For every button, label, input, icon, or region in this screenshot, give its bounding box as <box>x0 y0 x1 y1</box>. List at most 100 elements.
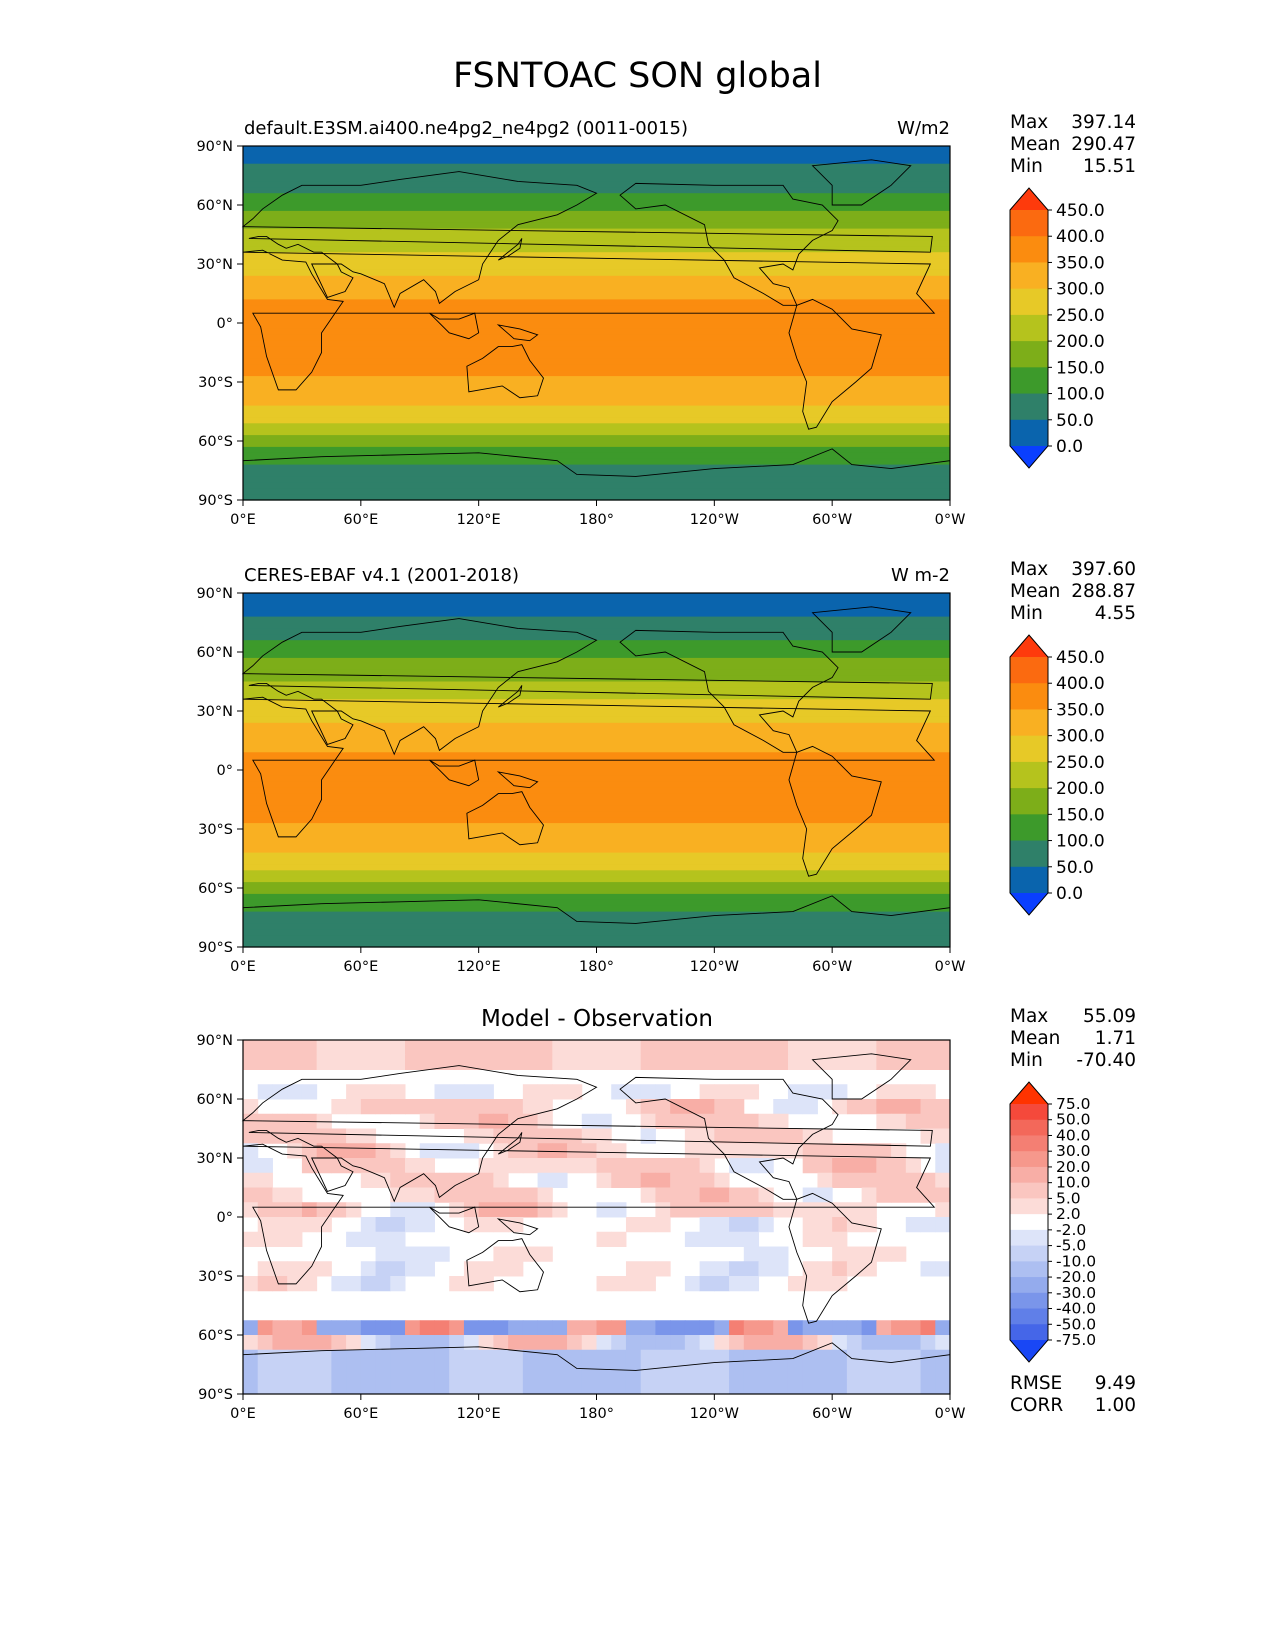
diff-cell <box>390 1099 406 1115</box>
zonal-band <box>243 252 950 259</box>
diff-cell <box>316 1040 332 1056</box>
diff-cell <box>817 1054 833 1070</box>
diff-cell <box>360 1040 377 1056</box>
diff-cell <box>743 1128 760 1144</box>
diff-cell <box>508 1364 524 1380</box>
diff-cell <box>832 1099 848 1115</box>
colorbar-tick-label: -40.0 <box>1056 1300 1096 1318</box>
diff-cell <box>758 1217 774 1233</box>
diff-cell <box>935 1128 951 1144</box>
diff-cell <box>876 1084 892 1100</box>
diff-cell <box>773 1349 789 1365</box>
diff-cell <box>832 1379 848 1395</box>
y-tick-label: 0° <box>217 316 233 332</box>
colorbar-tick-label: 0.0 <box>1056 437 1083 457</box>
zonal-band <box>243 640 950 647</box>
diff-cell <box>743 1187 760 1203</box>
diff-cell <box>625 1335 642 1351</box>
diff-cell <box>567 1158 583 1174</box>
x-tick-label: 0°W <box>935 959 966 975</box>
diff-cell <box>596 1054 612 1070</box>
diff-cell <box>935 1113 951 1129</box>
diff-cell <box>832 1217 848 1233</box>
diff-cell <box>714 1217 730 1233</box>
diff-cell <box>434 1379 450 1395</box>
diff-cell <box>449 1113 465 1129</box>
diff-cell <box>257 1202 273 1218</box>
zonal-band <box>243 657 950 665</box>
stat-value: 9.49 <box>1094 1373 1136 1394</box>
diff-cell <box>699 1379 715 1395</box>
diff-cell <box>714 1113 730 1129</box>
panel1-title: default.E3SM.ai400.ne4pg2_ne4pg2 (0011-0… <box>244 118 689 139</box>
diff-cell <box>375 1158 391 1174</box>
diff-cell <box>522 1054 539 1070</box>
diff-cell <box>891 1246 907 1262</box>
zonal-band <box>243 793 950 801</box>
colorbar-tick-label: 150.0 <box>1056 805 1105 825</box>
panel3-map <box>241 1040 951 1395</box>
diff-cell <box>743 1202 760 1218</box>
diff-cell <box>714 1099 730 1115</box>
diff-cell <box>522 1040 539 1056</box>
colorbar-segment <box>1010 1119 1048 1136</box>
diff-cell <box>758 1246 774 1262</box>
diff-cell <box>508 1113 524 1129</box>
diff-cell <box>405 1246 421 1262</box>
diff-cell <box>434 1084 450 1100</box>
zonal-band <box>243 246 950 253</box>
diff-cell <box>596 1202 612 1218</box>
diff-cell <box>684 1231 701 1247</box>
diff-cell <box>655 1379 671 1395</box>
diff-cell <box>670 1054 686 1070</box>
colorbar-tick-label: 30.0 <box>1056 1142 1091 1160</box>
diff-cell <box>287 1261 303 1277</box>
diff-cell <box>891 1158 907 1174</box>
diff-cell <box>846 1040 863 1056</box>
diff-cell <box>434 1040 450 1056</box>
stat-value: 4.55 <box>1094 603 1136 624</box>
diff-cell <box>802 1202 818 1218</box>
diff-cell <box>463 1084 480 1100</box>
colorbar-tick-label: 400.0 <box>1056 674 1105 694</box>
x-tick-label: 60°E <box>343 1406 378 1422</box>
zonal-band <box>243 387 950 395</box>
diff-cell <box>787 1128 804 1144</box>
colorbar-tick-label: 400.0 <box>1056 227 1105 247</box>
diff-cell <box>625 1320 642 1336</box>
coastline <box>619 629 839 753</box>
colorbar-tick-label: -50.0 <box>1056 1315 1096 1333</box>
colorbar-extend-min <box>1010 893 1048 915</box>
diff-cell <box>729 1217 745 1233</box>
diff-cell <box>773 1054 789 1070</box>
zonal-band <box>243 435 950 442</box>
diff-cell <box>360 1054 377 1070</box>
y-tick-label: 30°N <box>196 704 233 720</box>
zonal-band <box>243 293 950 300</box>
colorbar-tick-label: 300.0 <box>1056 727 1105 747</box>
diff-cell <box>640 1113 656 1129</box>
diff-cell <box>714 1261 730 1277</box>
diff-cell <box>832 1276 848 1292</box>
diff-cell <box>714 1276 730 1292</box>
diff-cell <box>596 1231 612 1247</box>
diff-cell <box>802 1364 818 1380</box>
diff-cell <box>699 1158 715 1174</box>
diff-cell <box>552 1202 568 1218</box>
diff-cell <box>714 1379 730 1395</box>
colorbar-tick-label: -5.0 <box>1056 1237 1086 1255</box>
diff-cell <box>301 1320 318 1336</box>
diff-cell <box>861 1349 877 1365</box>
diff-cell <box>817 1172 833 1188</box>
diff-cell <box>699 1054 715 1070</box>
zonal-band <box>243 216 950 224</box>
diff-cell <box>287 1143 303 1159</box>
zonal-band <box>243 210 950 218</box>
diff-cell <box>935 1143 951 1159</box>
diff-cell <box>729 1335 745 1351</box>
coastline <box>811 606 912 653</box>
diff-cell <box>390 1335 406 1351</box>
colorbar-panel1: 450.0 400.0 350.0 300.0 250.0 200.0 150.0 100.0… <box>1009 187 1105 469</box>
coastline <box>811 159 912 206</box>
coastline <box>498 1132 523 1155</box>
